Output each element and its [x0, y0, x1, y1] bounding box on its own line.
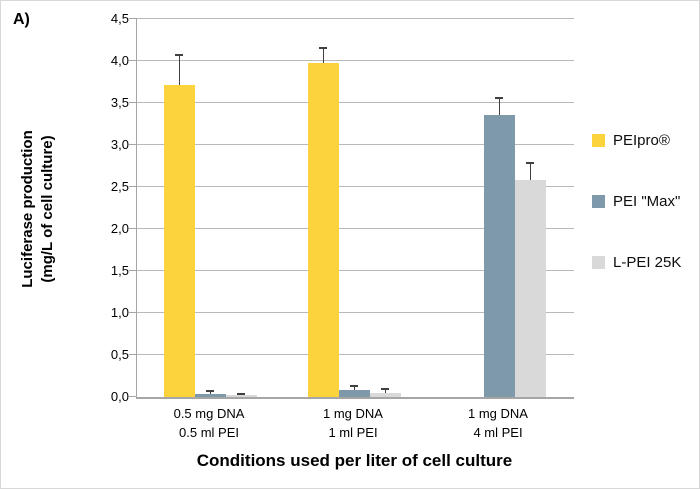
y-tick	[129, 354, 137, 355]
legend-label: L-PEI 25K	[613, 254, 682, 271]
legend-item-l-pei-25k: L-PEI 25K	[592, 254, 681, 271]
y-gridline	[137, 144, 574, 145]
y-gridline	[137, 354, 574, 355]
bar-pei-max--g1	[194, 394, 226, 397]
y-tick	[129, 312, 137, 313]
bar-peipro--g2	[307, 63, 339, 397]
error-bar-cap	[175, 54, 183, 57]
category-label-3: 1 mg DNA 4 ml PEI	[433, 404, 563, 442]
y-axis-title-line1: Luciferase production	[19, 130, 36, 288]
error-bar-cap	[237, 392, 245, 395]
legend: PEIpro® PEI "Max" L-PEI 25K	[592, 132, 681, 315]
y-tick-label: 2,5	[110, 179, 129, 194]
x-axis-title: Conditions used per liter of cell cultur…	[196, 451, 513, 470]
y-gridline	[137, 60, 574, 61]
y-tick-label: 3,5	[110, 95, 129, 110]
error-bar-cap	[381, 388, 389, 391]
error-bar-cap	[350, 385, 358, 388]
legend-swatch-icon	[592, 256, 605, 269]
category-label-line: 1 mg DNA	[323, 406, 383, 421]
error-bar-cap	[495, 96, 503, 99]
y-tick-label: 1,5	[110, 263, 129, 278]
bar-l-pei-25k-g3	[514, 180, 546, 397]
bar-l-pei-25k-g1	[225, 395, 257, 397]
bar-pei-max--g2	[338, 390, 370, 397]
error-bar-cap	[526, 162, 534, 165]
category-label-1: 0.5 mg DNA 0.5 ml PEI	[144, 404, 274, 442]
y-tick	[129, 270, 137, 271]
error-bar	[530, 163, 531, 181]
error-bar-cap	[206, 390, 214, 393]
y-gridline	[137, 270, 574, 271]
category-label-line: 0.5 mg DNA	[173, 406, 245, 421]
y-tick	[129, 396, 137, 397]
legend-swatch-icon	[592, 134, 605, 147]
y-tick	[129, 60, 137, 61]
y-tick	[129, 228, 137, 229]
bar-l-pei-25k-g2	[369, 393, 401, 397]
panel-label: A)	[13, 11, 30, 28]
y-tick	[129, 102, 137, 103]
y-tick-label: 2,0	[110, 221, 129, 236]
y-gridline	[137, 102, 574, 103]
legend-swatch-icon	[592, 195, 605, 208]
legend-label: PEIpro®	[613, 132, 670, 149]
error-bar	[210, 391, 211, 395]
legend-item-peipro-: PEIpro®	[592, 132, 681, 149]
error-bar	[354, 386, 355, 391]
error-bar-cap	[319, 46, 327, 49]
bar-peipro--g1	[163, 85, 195, 397]
legend-item-pei-max-: PEI "Max"	[592, 193, 681, 210]
y-gridline	[137, 18, 574, 19]
plot-area: 0,0 0,5 1,0 1,5 2,0 2,5 3,0 3,5 4,0 4,5	[111, 11, 574, 404]
y-tick-label: 4,5	[110, 11, 129, 26]
legend-label: PEI "Max"	[613, 193, 681, 210]
category-label-2: 1 mg DNA 1 ml PEI	[288, 404, 418, 442]
error-bar	[499, 97, 500, 115]
y-axis-title: Luciferase production (mg/L of cell cult…	[18, 19, 60, 399]
y-tick-label: 4,0	[110, 53, 129, 68]
y-gridline	[137, 186, 574, 187]
y-gridline	[137, 228, 574, 229]
y-tick	[129, 144, 137, 145]
y-tick-label: 1,0	[110, 305, 129, 320]
y-tick-label: 0,5	[110, 347, 129, 362]
error-bar	[323, 47, 324, 63]
error-bar	[179, 55, 180, 85]
y-tick	[129, 186, 137, 187]
category-label-line: 1 mg DNA	[468, 406, 528, 421]
y-gridline	[137, 312, 574, 313]
y-tick-label: 3,0	[110, 137, 129, 152]
category-label-line: 0.5 ml PEI	[179, 425, 239, 440]
y-tick-label: 0,0	[110, 389, 129, 404]
category-label-line: 4 ml PEI	[473, 425, 523, 440]
error-bar	[385, 389, 386, 393]
bar-pei-max--g3	[483, 115, 515, 397]
y-axis-title-line2: (mg/L of cell culture)	[39, 135, 56, 283]
category-label-line: 1 ml PEI	[328, 425, 378, 440]
y-tick	[129, 18, 137, 19]
